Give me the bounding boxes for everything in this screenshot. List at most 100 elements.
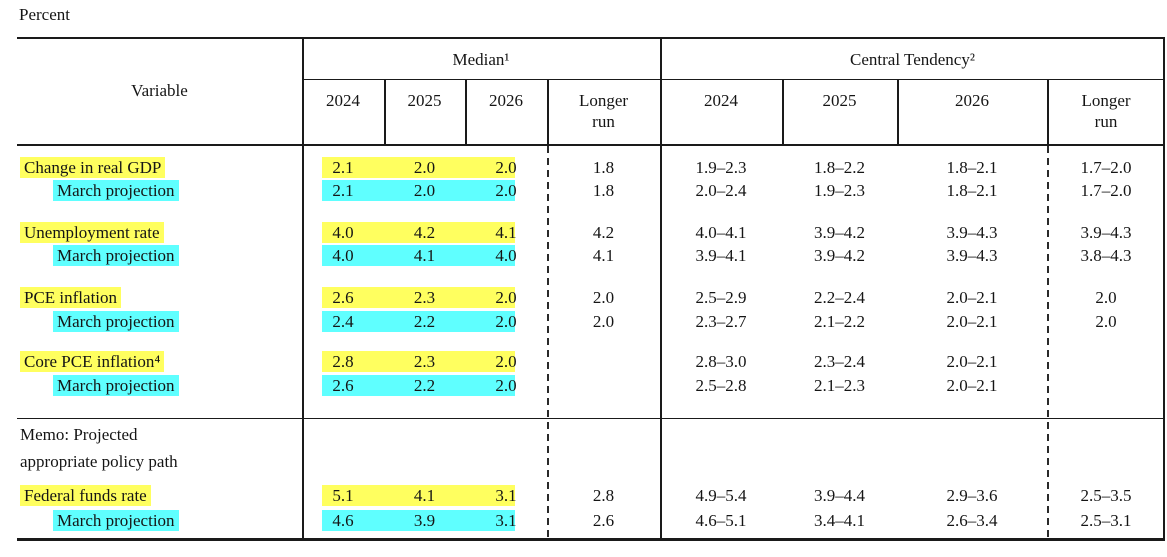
header-bottom-rule (17, 144, 1165, 146)
ct-2025: 2.1–2.3 (814, 376, 865, 395)
row-label: Federal funds rate (20, 485, 151, 506)
highlight-band (322, 351, 515, 372)
ct-longer-run: 2.5–3.1 (1080, 511, 1132, 530)
ct-2025: 1.9–2.3 (814, 181, 865, 200)
ct-2025: 2.2–2.4 (814, 288, 865, 307)
median-values: 2.6 2.2 2.0 (302, 374, 547, 397)
row-label: March projection (53, 311, 179, 332)
median-longer-run: 2.6 (592, 511, 615, 530)
median-values: 2.8 2.3 2.0 (302, 350, 547, 373)
table-row-unemployment: Unemployment rate 4.0 4.2 4.1 4.2 4.0–4.1 … (17, 221, 1165, 244)
median-longer-run: 1.8 (592, 158, 615, 177)
highlight-band (322, 287, 515, 308)
highlight-band (322, 180, 515, 201)
highlight-band (322, 222, 515, 243)
ct-2026: 2.9–3.6 (946, 486, 998, 505)
median-header-2024: 2024 (326, 91, 360, 110)
row-label-cell: Unemployment rate (17, 221, 302, 244)
highlight-band (322, 485, 515, 506)
ct-2024: 2.3–2.7 (695, 312, 747, 331)
row-label: Unemployment rate (20, 222, 164, 243)
ct-longer-run: 2.0 (1095, 288, 1117, 307)
ct-longer-run: 2.5–3.5 (1080, 486, 1132, 505)
unit-label: Percent (19, 5, 70, 24)
longer-run-label: Longer run (1081, 91, 1131, 131)
header-col-divider (465, 80, 467, 144)
ct-2024: 2.8–3.0 (695, 352, 747, 371)
table-row-federal-funds-rate-march: March projection 4.6 3.9 3.1 2.6 4.6–5.1 3… (17, 509, 1165, 532)
median-longer-run: 1.8 (592, 181, 615, 200)
ct-2025: 2.3–2.4 (814, 352, 865, 371)
ct-2026: 1.8–2.1 (946, 158, 998, 177)
group-header-central-tendency: Central Tendency² (850, 49, 975, 69)
longer-run-label: Longer run (578, 91, 629, 131)
header-col-divider (384, 80, 386, 144)
row-label-cell: Core PCE inflation⁴ (17, 350, 302, 373)
row-label-cell: March projection (17, 179, 302, 202)
variable-median-divider (302, 37, 304, 541)
ct-2026: 3.9–4.3 (946, 223, 998, 242)
ct-longer-run: 2.0 (1095, 312, 1117, 331)
row-label: Change in real GDP (20, 157, 166, 178)
ct-2024: 4.0–4.1 (695, 223, 747, 242)
header-col-divider (897, 80, 899, 144)
highlight-band (322, 157, 515, 178)
ct-longer-run: 1.7–2.0 (1080, 158, 1132, 177)
ct-2025: 3.9–4.2 (814, 246, 865, 265)
highlight-band (322, 311, 515, 332)
ct-2024: 3.9–4.1 (695, 246, 747, 265)
ct-2026: 2.0–2.1 (946, 376, 998, 395)
ct-longer-run: 1.7–2.0 (1080, 181, 1132, 200)
median-longer-run: 4.2 (592, 223, 615, 242)
ct-2024: 2.5–2.8 (695, 376, 747, 395)
median-longer-run: 2.0 (592, 312, 615, 331)
ct-2026: 2.0–2.1 (946, 288, 998, 307)
ct-2026: 1.8–2.1 (946, 181, 998, 200)
ct-2026: 2.0–2.1 (946, 312, 998, 331)
row-label-cell: Federal funds rate (17, 484, 302, 507)
median-ct-divider (660, 37, 662, 541)
row-label-cell: PCE inflation (17, 286, 302, 309)
ct-2024: 2.0–2.4 (695, 181, 747, 200)
ct-2026: 2.6–3.4 (946, 511, 998, 530)
ct-2025: 1.8–2.2 (814, 158, 865, 177)
row-label-cell: March projection (17, 244, 302, 267)
ct-2025: 3.4–4.1 (814, 511, 865, 530)
row-label: PCE inflation (20, 287, 122, 308)
row-label-cell: March projection (17, 310, 302, 333)
median-longer-run: 4.1 (592, 246, 615, 265)
ct-2026: 3.9–4.3 (946, 246, 998, 265)
row-label: Core PCE inflation⁴ (20, 351, 165, 372)
ct-2024: 4.9–5.4 (695, 486, 747, 505)
table-row-pce-inflation-march: March projection 2.4 2.2 2.0 2.0 2.3–2.7 2… (17, 310, 1165, 333)
column-header-variable: Variable (131, 81, 188, 100)
ct-2025: 3.9–4.4 (814, 486, 865, 505)
highlight-band (322, 245, 515, 266)
median-longer-run: 2.0 (592, 288, 615, 307)
ct-longer-run-dashed-divider (1047, 146, 1049, 538)
memo-section-divider (17, 418, 1165, 419)
table-row-unemployment-march: March projection 4.0 4.1 4.0 4.1 3.9–4.1 3… (17, 244, 1165, 267)
memo-line-2: appropriate policy path (20, 452, 178, 471)
ct-longer-run: 3.8–4.3 (1080, 246, 1132, 265)
median-values: 5.1 4.1 3.1 (302, 484, 547, 507)
table-row-core-pce-inflation-march: March projection 2.6 2.2 2.0 2.5–2.8 2.1–2… (17, 374, 1165, 397)
table-border-right (1163, 37, 1165, 541)
ct-header-longer-run: Longer run (1047, 82, 1165, 144)
median-values: 2.4 2.2 2.0 (302, 310, 547, 333)
table-border-top (17, 37, 1165, 39)
row-label: March projection (53, 245, 179, 266)
median-longer-run (547, 350, 660, 373)
median-values: 4.6 3.9 3.1 (302, 509, 547, 532)
row-label-cell: March projection (17, 374, 302, 397)
ct-longer-run: 3.9–4.3 (1080, 223, 1132, 242)
ct-header-2025: 2025 (822, 91, 857, 110)
table-row-federal-funds-rate: Federal funds rate 5.1 4.1 3.1 2.8 4.9–5.4… (17, 484, 1165, 507)
group-header-median: Median¹ (452, 49, 510, 69)
row-label: March projection (53, 510, 179, 531)
projections-table: Percent Variable Median¹ Central Tendenc… (17, 0, 1165, 557)
header-col-divider (782, 80, 784, 144)
ct-header-2024: 2024 (704, 91, 738, 110)
ct-header-2026: 2026 (955, 91, 989, 110)
